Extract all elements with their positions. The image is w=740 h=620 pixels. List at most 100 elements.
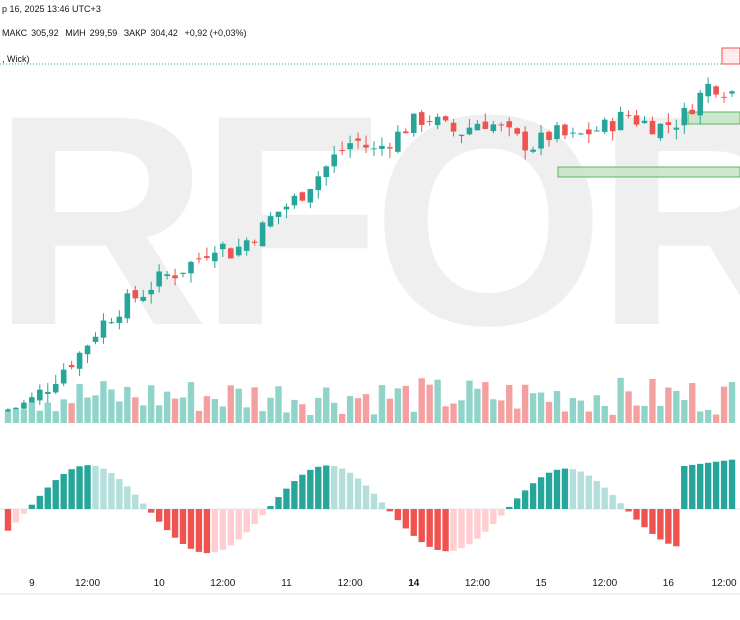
volume-bar xyxy=(227,385,234,423)
candle-body xyxy=(514,128,520,134)
volume-bar xyxy=(482,382,489,423)
oscillator-bar xyxy=(132,494,139,509)
volume-bar xyxy=(155,405,163,423)
volume-bar xyxy=(665,387,672,423)
volume-bar xyxy=(609,414,616,423)
oscillator-bar xyxy=(720,460,728,509)
oscillator-bar xyxy=(203,509,211,554)
volume-bar xyxy=(704,409,712,423)
candle-body xyxy=(196,258,202,260)
candle-body xyxy=(291,195,298,206)
oscillator-bar xyxy=(514,498,521,509)
candle-body xyxy=(633,115,640,125)
close-label: ЗАКР xyxy=(123,28,147,38)
candle-body xyxy=(37,389,43,401)
oscillator-bar xyxy=(100,468,107,509)
oscillator-bar xyxy=(474,509,481,539)
x-tick-label: 9 xyxy=(29,578,35,589)
datetime-label: р 16, 2025 13:46 UTC+3 xyxy=(2,4,101,14)
volume-bar xyxy=(116,401,123,423)
x-tick-label: 16 xyxy=(663,578,675,589)
candle-body xyxy=(689,109,696,115)
volume-bar xyxy=(275,386,282,423)
demand-zone-1 xyxy=(687,111,740,125)
oscillator-bar xyxy=(116,479,123,509)
candle-body xyxy=(5,409,11,412)
candle-body xyxy=(164,274,170,276)
volume-bar xyxy=(506,384,513,423)
candle-body xyxy=(418,112,425,125)
volume-bar xyxy=(641,405,648,423)
candle-body xyxy=(586,129,592,135)
candle-body xyxy=(259,222,266,247)
volume-bar xyxy=(442,406,449,423)
oscillator-bar xyxy=(386,509,394,512)
volume-bar xyxy=(354,398,362,423)
oscillator-bar xyxy=(331,466,338,509)
candle-body xyxy=(13,407,19,410)
volume-bar xyxy=(100,381,107,423)
oscillator-bar xyxy=(728,459,736,509)
oscillator-bar xyxy=(712,461,720,509)
volume-bar xyxy=(243,407,250,423)
candle-body xyxy=(315,176,322,191)
x-tick-label: 12:00 xyxy=(592,578,617,589)
volume-bar xyxy=(529,393,537,423)
volume-bar xyxy=(132,397,139,423)
high-label: МАКС xyxy=(2,28,28,38)
oscillator-bar xyxy=(267,506,274,509)
oscillator-bar xyxy=(179,509,187,545)
oscillator-bar xyxy=(553,469,561,509)
volume-bar xyxy=(410,411,417,423)
volume-bar xyxy=(92,395,99,423)
oscillator-bar xyxy=(291,481,298,509)
volume-bar xyxy=(68,403,75,423)
oscillator-bar xyxy=(593,480,600,509)
volume-bar xyxy=(521,384,529,423)
candle-body xyxy=(220,243,226,250)
candle-body xyxy=(204,256,210,258)
oscillator-bar xyxy=(521,490,529,509)
candle-body xyxy=(578,133,584,135)
oscillator-bar xyxy=(410,509,417,536)
oscillator-bar xyxy=(163,509,171,531)
candle-body xyxy=(387,147,393,149)
oscillator-bar xyxy=(76,466,83,509)
oscillator-bar xyxy=(450,509,457,551)
chart-header-ohlc: р 16, 2025 13:46 UTC+3 xyxy=(2,4,105,14)
oscillator-bar xyxy=(529,483,537,509)
candle-body xyxy=(506,121,513,128)
volume-bar xyxy=(585,411,592,423)
volume-bar xyxy=(124,386,131,423)
oscillator-bar xyxy=(211,509,219,553)
candle-body xyxy=(570,132,576,134)
oscillator-bar xyxy=(323,465,330,509)
volume-bar xyxy=(203,396,211,423)
candle-body xyxy=(474,123,481,131)
candle-body xyxy=(108,322,115,324)
volume-bar xyxy=(498,400,505,423)
volume-bar xyxy=(673,390,680,423)
candle-body xyxy=(243,240,250,251)
oscillator-bar xyxy=(299,474,306,509)
candle-body xyxy=(52,383,59,393)
volume-bar xyxy=(514,408,521,423)
candle-body xyxy=(156,271,162,287)
volume-bar xyxy=(657,405,664,423)
oscillator-bar xyxy=(649,509,656,534)
watermark: RFOREX.c xyxy=(0,52,740,388)
volume-bar xyxy=(36,410,43,423)
oscillator-bar xyxy=(545,472,553,509)
candle-body xyxy=(649,120,656,135)
candle-body xyxy=(251,241,258,243)
candle-body xyxy=(410,113,417,134)
candle-body xyxy=(92,336,99,342)
candle-body xyxy=(116,316,123,324)
volume-bar xyxy=(44,402,51,423)
candle-body xyxy=(323,166,330,178)
low-value: 299,59 xyxy=(89,28,118,38)
volume-bar xyxy=(148,385,155,423)
volume-bar xyxy=(259,411,266,423)
candle-body xyxy=(673,127,680,130)
